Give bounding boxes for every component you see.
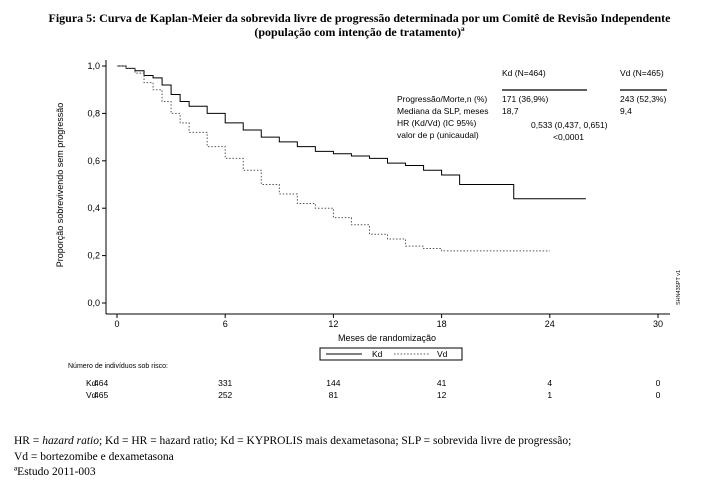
stats-label: Mediana da SLP, meses [397, 106, 489, 116]
y-tick-label: 0,0 [87, 298, 100, 308]
side-code: SHN435PT v1 [676, 270, 682, 305]
risk-value: 465 [94, 390, 108, 400]
risk-value: 4 [547, 378, 552, 388]
series-kd-curve [117, 65, 586, 200]
risk-value: 0 [656, 390, 661, 400]
risk-header: Número de indivíduos sob risco: [68, 363, 168, 370]
stats-label: Progressão/Morte,n (%) [397, 94, 487, 104]
legend-kd-label: Kd [372, 349, 383, 359]
figure-subtitle: (população com intenção de tratamento)ª [254, 25, 465, 39]
y-tick-label: 0,2 [87, 251, 100, 261]
footnote-hr-rest: ; Kd = HR = hazard ratio; Kd = KYPROLIS … [98, 435, 572, 447]
stats-kd-value: <0,0001 [553, 132, 584, 142]
risk-value: 1 [547, 390, 552, 400]
risk-value: 144 [326, 378, 340, 388]
risk-value: 252 [218, 390, 232, 400]
stats-label: HR (Kd/Vd) (IC 95%) [397, 118, 477, 128]
stats-vd-value: 9,4 [620, 106, 632, 116]
footnote-line-2: Vd = bortezomibe e dexametasona [14, 451, 174, 463]
x-axis-label: Meses de randomização [338, 333, 436, 343]
chart-axes: 0,0 0,2 0,4 0,6 0,8 1,0 0 6 12 18 24 30 Meses de ran… [55, 60, 670, 343]
stats-kd-value: 18,7 [502, 106, 519, 116]
y-tick-label: 0,8 [87, 108, 100, 118]
footnote-line-1: HR = hazard ratio; Kd = HR = hazard rati… [14, 435, 571, 448]
x-tick-label: 30 [653, 319, 663, 329]
risk-value: 0 [656, 378, 661, 388]
risk-row-label: Vd [86, 390, 97, 400]
risk-value: 12 [437, 390, 447, 400]
risk-row-label: Kd [86, 378, 97, 388]
stats-kd-value: 0,533 (0,437, 0,651) [531, 120, 608, 130]
legend-box [319, 347, 463, 361]
legend-vd-label: Vd [437, 349, 448, 359]
risk-table: Número de indivíduos sob risco: Kd Vd 46… [68, 363, 661, 400]
chart-curves [117, 65, 586, 252]
stats-col-vd: Vd (N=465) [620, 68, 664, 78]
stats-col-kd: Kd (N=464) [502, 68, 546, 78]
y-tick-label: 0,6 [87, 156, 100, 166]
footnote-hr-prefix: HR = [14, 435, 43, 447]
x-tick-label: 6 [223, 319, 228, 329]
risk-value: 331 [218, 378, 232, 388]
y-tick-label: 0,4 [87, 203, 100, 213]
stats-kd-value: 171 (36,9%) [502, 94, 548, 104]
figure-title: Figura 5: Curva de Kaplan-Meier da sobre… [48, 11, 671, 25]
risk-value: 464 [94, 378, 108, 388]
x-tick-label: 18 [437, 319, 447, 329]
y-axis-label: Proporção sobrevivendo sem progressão [55, 103, 65, 268]
stats-label: valor de p (unicaudal) [397, 130, 479, 140]
risk-value: 41 [437, 378, 447, 388]
stats-table: Kd (N=464) Vd (N=465) Progressão/Morte,n… [397, 68, 667, 142]
x-tick-label: 24 [545, 319, 555, 329]
chart-legend: Kd Vd [319, 347, 463, 361]
footnote-line-3: ªEstudo 2011-003 [14, 466, 96, 478]
x-tick-label: 0 [114, 319, 119, 329]
footnote-hr-italic: hazard ratio [42, 435, 99, 447]
y-tick-label: 1,0 [87, 61, 100, 71]
stats-vd-value: 243 (52,3%) [620, 94, 666, 104]
series-vd-curve [117, 65, 550, 252]
risk-value: 81 [329, 390, 339, 400]
x-tick-label: 12 [328, 319, 338, 329]
